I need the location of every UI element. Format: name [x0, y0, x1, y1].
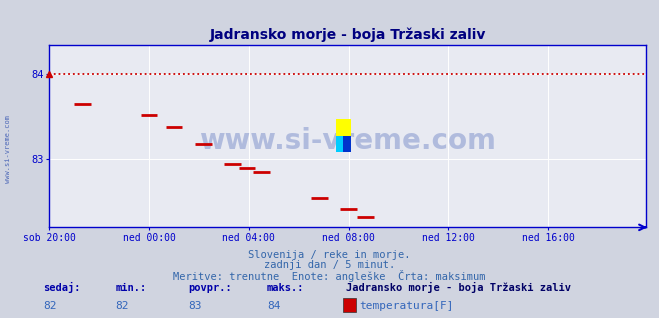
Text: Meritve: trenutne  Enote: angleške  Črta: maksimum: Meritve: trenutne Enote: angleške Črta: …: [173, 270, 486, 282]
Text: sedaj:: sedaj:: [43, 282, 80, 293]
Text: www.si-vreme.com: www.si-vreme.com: [199, 128, 496, 156]
Title: Jadransko morje - boja Tržaski zaliv: Jadransko morje - boja Tržaski zaliv: [210, 27, 486, 42]
Text: temperatura[F]: temperatura[F]: [359, 301, 453, 311]
Text: 82: 82: [43, 301, 56, 311]
Text: min.:: min.:: [115, 283, 146, 293]
Text: maks.:: maks.:: [267, 283, 304, 293]
Text: www.si-vreme.com: www.si-vreme.com: [5, 115, 11, 183]
Text: Jadransko morje - boja Tržaski zaliv: Jadransko morje - boja Tržaski zaliv: [346, 282, 571, 293]
Text: 82: 82: [115, 301, 129, 311]
Text: zadnji dan / 5 minut.: zadnji dan / 5 minut.: [264, 260, 395, 270]
Text: 83: 83: [188, 301, 201, 311]
Text: povpr.:: povpr.:: [188, 283, 231, 293]
Bar: [335, 120, 351, 136]
Bar: [343, 136, 351, 152]
Text: Slovenija / reke in morje.: Slovenija / reke in morje.: [248, 250, 411, 259]
Bar: [335, 136, 343, 152]
Text: 84: 84: [267, 301, 280, 311]
